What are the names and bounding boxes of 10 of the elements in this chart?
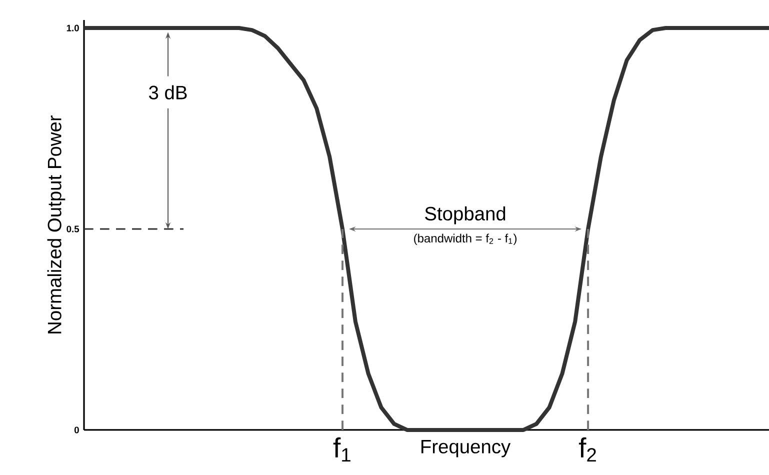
y-tick-label: 0.5 (66, 226, 80, 232)
annotation: Stopband (425, 206, 506, 224)
annotation: (bandwidth = f$_{2}$ - f$_{1}$) (414, 234, 517, 245)
x-tick-label: f$_{2}$ (578, 437, 596, 462)
x-tick-label: f$_{1}$ (333, 437, 350, 462)
x-axis-title: Frequency (421, 440, 511, 458)
y-axis-title: Normalized Output Power (47, 115, 66, 334)
y-tick-label: 1.0 (66, 24, 79, 32)
y-tick-label: 0 (74, 426, 79, 434)
annotation: 3 dB (149, 85, 187, 100)
